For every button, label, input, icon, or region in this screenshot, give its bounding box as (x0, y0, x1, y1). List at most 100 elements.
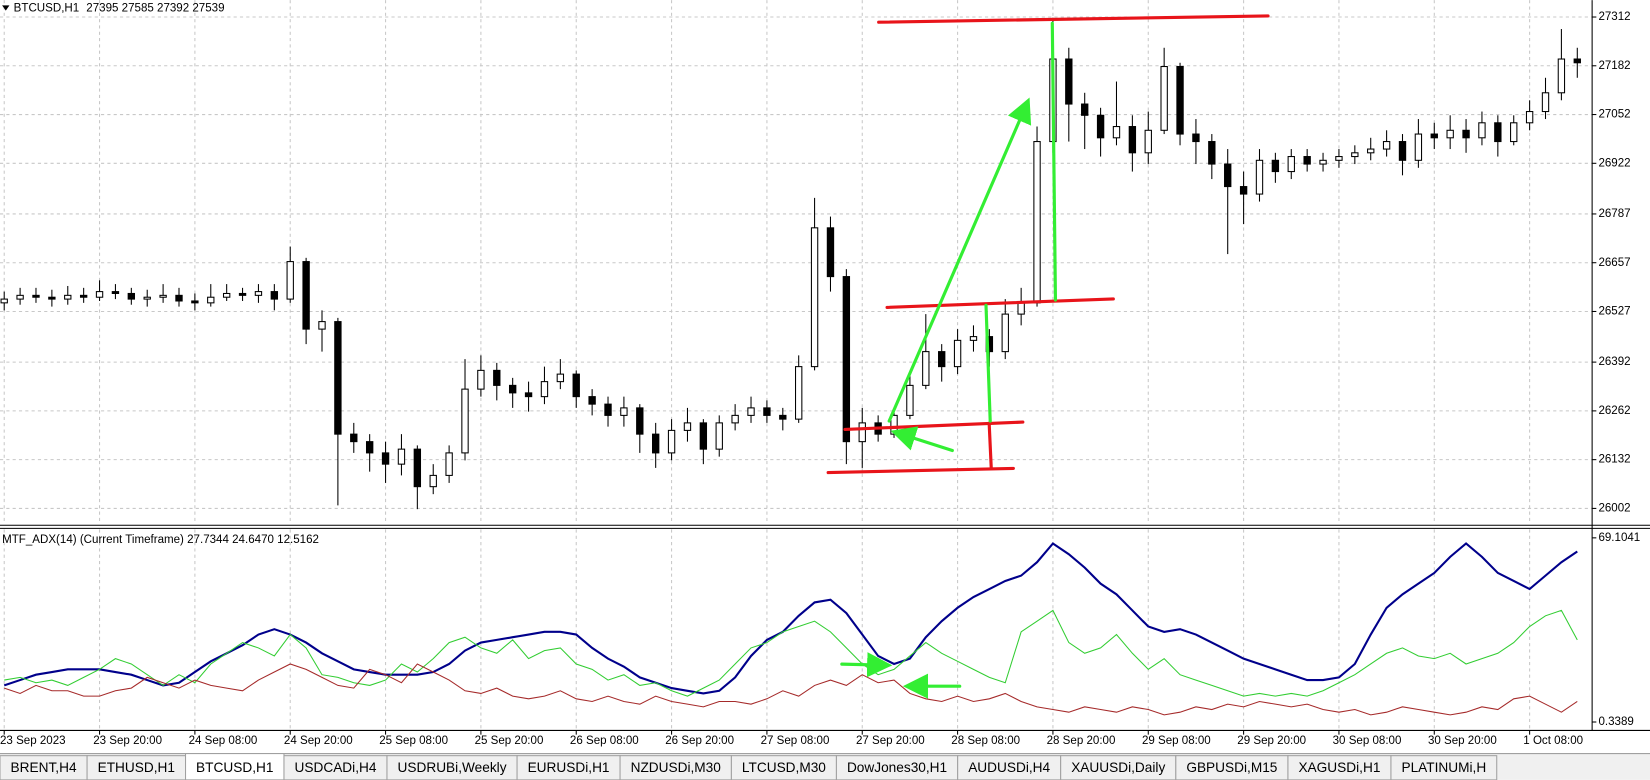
tab-label[interactable]: XAGUSDi,H1 (1298, 760, 1380, 775)
candle-body (79, 294, 88, 298)
candle-body (636, 407, 644, 435)
tab[interactable] (283, 755, 388, 780)
y-tick-label: 26392 (1598, 356, 1630, 368)
trend-arrow (887, 97, 1032, 423)
tab-label[interactable]: AUDUSDi,H4 (968, 760, 1050, 775)
resistance-line (877, 14, 1270, 24)
tab[interactable] (86, 755, 187, 780)
tab[interactable] (730, 755, 837, 780)
y-tick-label: 26527 (1598, 306, 1630, 318)
candle-body (254, 291, 263, 296)
tab-label[interactable]: USDRUBi,Weekly (398, 760, 507, 775)
candle-body (1557, 58, 1566, 94)
x-tick-label: 30 Sep 20:00 (1428, 735, 1497, 747)
tab[interactable] (386, 755, 518, 780)
candle-body (1081, 103, 1089, 116)
candle-body (1208, 141, 1216, 165)
y-tick-label: 27052 (1598, 109, 1630, 121)
tab[interactable] (185, 753, 285, 780)
x-tick-label: 26 Sep 20:00 (665, 735, 734, 747)
candle-body (938, 351, 946, 368)
grid-layer: 27312 27182 27052 26922 26787 26657 26527 26392… (0, 0, 1640, 747)
indicator-line (4, 663, 1578, 716)
tab-label[interactable]: NZDUSDi,M30 (631, 760, 722, 775)
candle-body (524, 392, 533, 398)
candle-body (365, 441, 374, 454)
tab-label[interactable]: USDCADi,H4 (295, 760, 377, 775)
candle-body (16, 294, 24, 300)
tab-label[interactable]: BRENT,H4 (11, 760, 77, 775)
candle-body (556, 373, 565, 383)
tab[interactable] (619, 755, 732, 780)
candle-body (238, 292, 247, 296)
indicator-line (4, 609, 1578, 697)
candle-body (334, 321, 342, 435)
candle-body (191, 300, 199, 304)
candle-body (763, 407, 771, 416)
candle-body (461, 388, 469, 454)
candle-body (1525, 111, 1534, 124)
tab[interactable] (835, 755, 959, 780)
candle-body (429, 474, 437, 488)
y-tick-label: 26132 (1598, 454, 1630, 466)
candle-body (1192, 133, 1200, 143)
candle-body (1319, 159, 1327, 165)
candle-body (1462, 129, 1470, 139)
y-tick-label: 26787 (1598, 208, 1630, 220)
tab-label[interactable]: PLATINUMi,H (1401, 760, 1486, 775)
candle-body (493, 369, 501, 386)
candle-body (0, 298, 8, 304)
candle-body (48, 296, 56, 300)
tab[interactable] (1060, 755, 1177, 780)
candle-body (508, 384, 517, 394)
chart-ohlc: 27395 27585 27392 27539 (86, 3, 224, 15)
candle-body (1239, 186, 1248, 195)
candle-body (1001, 313, 1009, 353)
candle-body (604, 403, 612, 416)
tab[interactable] (1175, 755, 1289, 780)
candle-body (953, 339, 962, 368)
candle-body (1573, 58, 1581, 64)
candle-body (795, 366, 803, 420)
indicator-line (3, 542, 1578, 695)
tab[interactable] (1390, 755, 1498, 780)
candle-body (588, 396, 596, 405)
candle-body (731, 414, 739, 424)
y-tick-label: 26002 (1598, 502, 1630, 514)
chart-title: BTCUSD,H1 (14, 3, 80, 15)
candle-body (1446, 129, 1454, 139)
tab[interactable] (516, 755, 621, 780)
candle-body (906, 384, 914, 416)
candle-body (842, 276, 851, 443)
tab-label[interactable]: BTCUSD,H1 (196, 760, 273, 775)
x-tick-label: 23 Sep 20:00 (93, 735, 162, 747)
candle-body (572, 373, 580, 398)
x-tick-label: 25 Sep 20:00 (475, 735, 544, 747)
candle-body (1271, 159, 1280, 173)
candle-body (1096, 114, 1105, 139)
tab-label[interactable]: GBPUSDi,M15 (1186, 760, 1277, 775)
candle-body (540, 381, 549, 398)
tab-label[interactable]: DowJones30,H1 (847, 760, 947, 775)
tab-label[interactable]: EURUSDi,H1 (528, 760, 610, 775)
candle-body (175, 294, 183, 302)
tab-label[interactable]: LTCUSD,M30 (742, 760, 826, 775)
x-tick-label: 28 Sep 08:00 (951, 735, 1020, 747)
candle-body (747, 407, 755, 416)
flag-top-line (843, 420, 1025, 432)
collapse-icon[interactable] (2, 5, 10, 11)
tab[interactable] (957, 755, 1062, 780)
x-tick-label: 27 Sep 08:00 (761, 735, 830, 747)
candle-body (1398, 141, 1407, 161)
candle-body (222, 292, 231, 298)
candle-body (1033, 141, 1041, 304)
candle-body (1160, 66, 1168, 131)
target-line (1050, 21, 1058, 302)
height-line (984, 303, 992, 423)
y-tick-label: 0.3389 (1598, 716, 1633, 728)
candle-body (1176, 66, 1184, 135)
candle-body (207, 296, 215, 304)
tab-label[interactable]: XAUUSDi,Daily (1071, 760, 1165, 775)
tab-label[interactable]: ETHUSD,H1 (98, 760, 175, 775)
